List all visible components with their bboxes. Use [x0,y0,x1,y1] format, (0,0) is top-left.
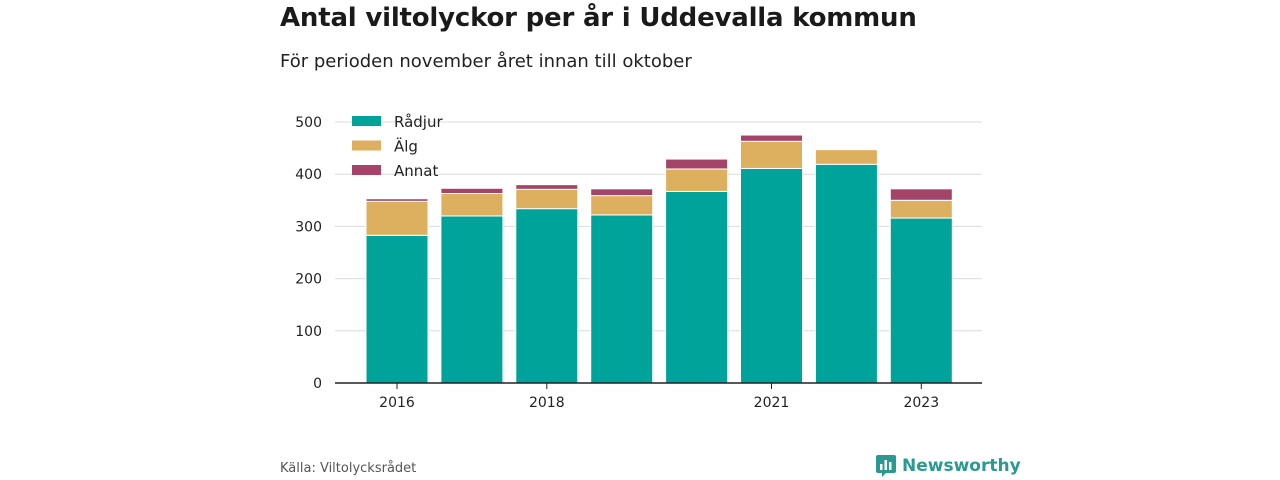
bar-segment [515,184,579,190]
x-tick-label: 2021 [754,395,790,411]
chart-bubble-icon [876,455,896,477]
bar-segment [814,149,878,165]
bar-segment [665,158,729,170]
grid-lines [335,121,982,332]
x-tick-label: 2016 [379,395,415,411]
y-tick-label: 0 [313,376,322,392]
x-tick-label: 2023 [903,395,939,411]
y-tick-label: 200 [295,272,322,288]
bar-segment [590,195,654,216]
bars [365,134,953,384]
y-tick-label: 300 [295,219,322,235]
bar-segment [740,140,803,169]
legend-swatch [352,165,381,175]
bar-segment [590,214,654,384]
x-tick-label: 2018 [529,395,565,411]
source-note: Källa: Viltolycksrådet [280,461,417,476]
bar-segment [814,163,878,384]
legend-swatch [352,140,381,151]
axes: 0 100 200 300 400 500 2016 2018 2021 2023 [295,115,982,411]
bar-segment [665,190,729,384]
bar-segment [515,208,579,384]
bar-segment [365,200,429,236]
bar-segment [440,215,504,384]
legend-label: Annat [394,162,438,180]
brand-name: Newsworthy [902,456,1021,476]
bar-segment [665,168,729,192]
y-tick-label: 400 [295,167,322,183]
bar-segment [440,187,504,195]
bar-segment [889,188,953,201]
chart-subtitle: För perioden november året innan till ok… [280,51,692,72]
chart-title: Antal viltolyckor per år i Uddevalla kom… [280,3,917,33]
y-tick-label: 100 [295,324,322,340]
bar-segment [515,188,579,210]
bar-segment [740,134,803,142]
legend: Rådjur Älg Annat [352,113,443,180]
bar-segment [889,199,953,219]
legend-label: Älg [394,137,418,156]
legend-swatch [352,116,381,126]
bar-segment [365,198,429,202]
bar-segment [889,217,953,384]
bar-segment [590,188,654,197]
bar-segment [740,167,803,384]
brand-logo: Newsworthy [876,455,1021,477]
bar-segment [440,193,504,217]
legend-label: Rådjur [394,113,443,131]
y-tick-label: 500 [295,115,322,131]
bar-segment [365,234,429,384]
